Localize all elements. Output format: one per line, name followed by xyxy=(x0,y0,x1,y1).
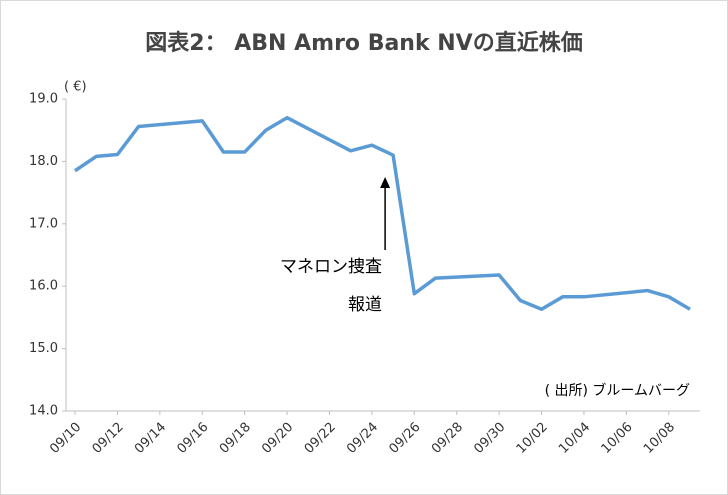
y-unit: ( €) xyxy=(64,80,87,95)
annotation: マネロン捜査 xyxy=(280,257,382,277)
arrow-head xyxy=(380,177,391,188)
y-tick-label: 19.0 xyxy=(29,92,58,107)
y-tick-label: 18.0 xyxy=(29,154,58,169)
source: ( 出所) ブルームバーグ xyxy=(545,382,690,399)
y-tick-label: 17.0 xyxy=(29,216,58,231)
y-tick-label: 14.0 xyxy=(29,404,58,419)
chart-title: 図表2： ABN Amro Bank NVの直近株価 xyxy=(145,30,582,56)
y-tick-label: 15.0 xyxy=(29,341,58,356)
price-line xyxy=(74,115,691,312)
y-tick-label: 16.0 xyxy=(29,279,58,294)
annotation: 報道 xyxy=(348,295,382,315)
